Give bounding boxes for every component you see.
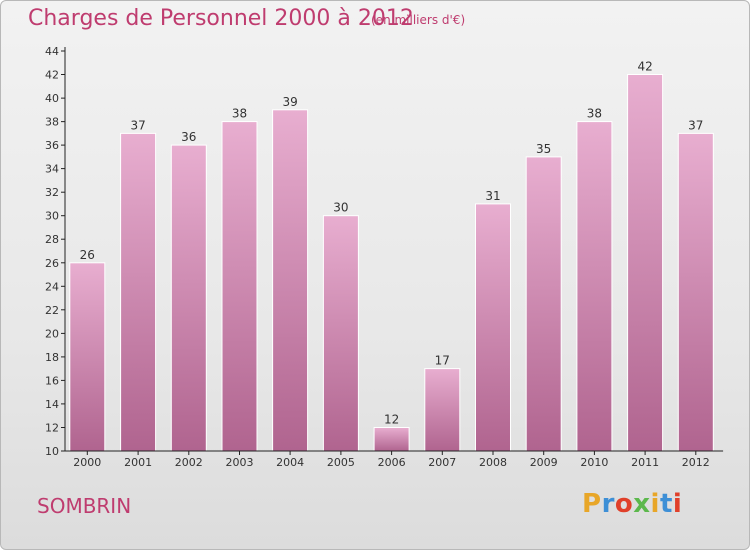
logo-letter: o	[614, 489, 634, 519]
x-tick-label-2002: 2002	[175, 456, 203, 469]
x-tick-label-2011: 2011	[631, 456, 659, 469]
bar-2008	[475, 203, 511, 452]
bar-2009	[525, 156, 562, 452]
value-label-2003: 38	[232, 107, 247, 121]
bar-2007	[424, 368, 461, 452]
logo-letter: x	[633, 489, 651, 519]
x-tick-label-2009: 2009	[530, 456, 558, 469]
y-tick-label-24: 24	[45, 280, 59, 293]
y-tick-label-42: 42	[45, 69, 59, 82]
logo-letter: i	[672, 489, 683, 519]
logo-letter: r	[601, 489, 615, 519]
y-tick-label-12: 12	[45, 422, 59, 435]
value-label-2001: 37	[130, 118, 145, 132]
bar-2004	[272, 109, 309, 452]
value-label-2000: 26	[80, 248, 95, 262]
x-tick-label-2003: 2003	[226, 456, 254, 469]
chart-title: Charges de Personnel 2000 à 2012	[28, 6, 414, 31]
bars-group	[69, 74, 714, 452]
x-tick-label-2006: 2006	[378, 456, 406, 469]
bar-2001	[120, 132, 157, 452]
x-tick-label-2004: 2004	[276, 456, 304, 469]
y-tick-label-30: 30	[45, 210, 59, 223]
y-tick-label-22: 22	[45, 304, 59, 317]
bar-2005	[322, 215, 359, 452]
y-tick-label-40: 40	[45, 92, 59, 105]
bar-2012	[677, 132, 714, 452]
chart-subtitle: (en milliers d'€)	[371, 13, 466, 27]
logo-letter: P	[582, 489, 602, 519]
value-label-2011: 42	[637, 60, 652, 74]
bar-2000	[69, 262, 106, 452]
value-label-2008: 31	[485, 189, 500, 203]
y-tick-label-18: 18	[45, 351, 59, 364]
logo-letter: t	[659, 489, 673, 519]
y-tick-label-20: 20	[45, 327, 59, 340]
x-ticks-group: 2000 2001 2002 2003 2004 2005 2006 2007 2008 2009…	[73, 451, 710, 469]
y-tick-label-10: 10	[45, 445, 59, 458]
value-label-2006: 12	[384, 413, 399, 427]
bar-2003	[221, 121, 258, 452]
value-label-2002: 36	[181, 130, 196, 144]
y-tick-label-26: 26	[45, 257, 59, 270]
place-name: SOMBRIN	[37, 494, 132, 518]
value-label-2005: 30	[333, 201, 348, 215]
value-label-2004: 39	[282, 95, 297, 109]
y-tick-label-38: 38	[45, 116, 59, 129]
bar-2011	[627, 74, 664, 452]
value-label-2009: 35	[536, 142, 551, 156]
bar-2010	[576, 121, 613, 452]
bar-2006	[373, 427, 410, 452]
value-label-2012: 37	[688, 118, 703, 132]
x-tick-label-2005: 2005	[327, 456, 355, 469]
logo-letter: i	[650, 489, 660, 519]
y-tick-label-32: 32	[45, 186, 59, 199]
value-label-2010: 38	[587, 107, 602, 121]
y-ticks-group: 10 12 14 16 18 20 22 24 26 28 30 32 34 36 38 40 42 44	[45, 45, 65, 458]
y-tick-label-36: 36	[45, 139, 59, 152]
value-label-2007: 17	[435, 354, 450, 368]
y-tick-label-44: 44	[45, 45, 59, 58]
y-tick-label-34: 34	[45, 163, 59, 176]
x-tick-label-2000: 2000	[73, 456, 101, 469]
y-tick-label-28: 28	[45, 233, 59, 246]
x-tick-label-2010: 2010	[580, 456, 608, 469]
axes-group	[64, 47, 724, 452]
proxiti-logo: Proxiti	[582, 489, 682, 519]
y-tick-label-16: 16	[45, 374, 59, 387]
x-tick-label-2007: 2007	[428, 456, 456, 469]
x-tick-label-2008: 2008	[479, 456, 507, 469]
bar-2002	[170, 144, 207, 452]
x-tick-label-2012: 2012	[682, 456, 710, 469]
x-tick-label-2001: 2001	[124, 456, 152, 469]
value-labels-group: 26 37 36 38 39 30 12 17 31 35 38 42 37	[80, 60, 704, 427]
y-tick-label-14: 14	[45, 398, 59, 411]
